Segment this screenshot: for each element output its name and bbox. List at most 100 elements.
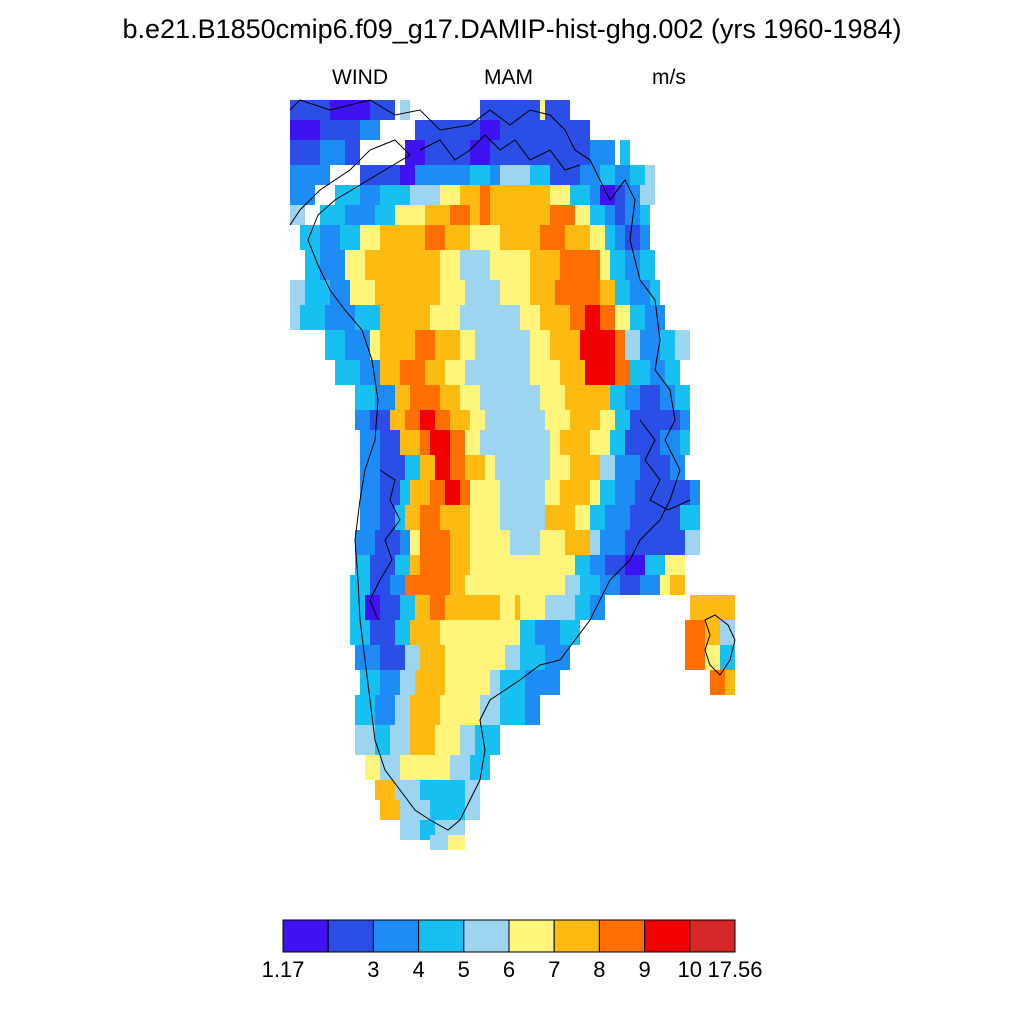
wind-cell-325 [355,645,380,670]
wind-cell-275 [555,555,575,575]
wind-cell-63 [470,205,480,225]
wind-cell-61 [425,205,450,225]
wind-cell-196 [430,430,450,455]
wind-cell-245 [470,505,500,530]
wind-cell-239 [360,505,380,530]
colorbar-label-4: 6 [502,957,516,982]
wind-cell-48 [490,185,550,205]
wind-cell-352 [500,695,525,725]
wind-cell-133 [370,330,380,360]
wind-cell-97 [560,250,600,280]
wind-cell-321 [560,620,580,645]
wind-cell-31 [490,165,500,185]
wind-cell-301 [415,595,430,620]
wind-cell-306 [520,595,545,620]
wind-cell-71 [625,205,640,225]
wind-cell-195 [420,430,430,455]
wind-cell-174 [660,385,675,410]
wind-cell-120 [380,305,430,330]
wind-cell-307 [545,595,575,620]
wind-cell-273 [470,555,500,575]
wind-cell-343 [525,670,560,695]
wind-cell-302 [430,595,445,620]
wind-cell-23 [590,140,615,165]
wind-cell-112 [600,280,615,305]
wind-cell-232 [560,480,590,505]
wind-cell-153 [445,360,465,385]
colorbar-box-0 [282,919,329,953]
wind-cell-159 [630,360,650,385]
wind-cell-243 [420,505,440,530]
wind-cell-231 [545,480,560,505]
coastline-iceland [704,614,736,676]
wind-cell-171 [610,385,625,410]
wind-cell-238 [690,480,700,505]
wind-cell-253 [355,530,375,555]
wind-cell-126 [585,305,600,330]
wind-cell-382 [448,835,465,850]
wind-cell-199 [480,430,550,455]
wind-cell-198 [465,430,480,455]
wind-cell-74 [320,225,340,250]
wind-cell-221 [670,455,685,480]
wind-cell-326 [380,645,405,670]
wind-cell-257 [420,530,450,555]
wind-cell-289 [510,575,565,595]
wind-cell-179 [405,410,420,430]
wind-cell-274 [500,555,555,575]
wind-cell-370 [435,780,465,800]
wind-cell-134 [380,330,415,360]
wind-cell-2 [370,100,395,120]
wind-cell-329 [445,645,505,670]
wind-cell-21 [470,140,490,165]
wind-cell-1 [330,100,370,120]
wind-cell-99 [610,250,625,280]
wind-cell-86 [615,225,625,250]
wind-cell-260 [510,530,540,555]
wind-cell-225 [410,480,430,505]
wind-cell-69 [605,205,615,225]
wind-cell-230 [500,480,545,505]
wind-cell-118 [325,305,355,330]
wind-cell-27 [360,165,400,185]
wind-cell-276 [575,555,590,575]
colorbar-label-1: 3 [367,957,380,982]
wind-cell-113 [615,280,630,305]
wind-cell-259 [470,530,510,555]
center-string: MAM [484,66,533,89]
wind-cell-214 [485,455,495,480]
wind-cell-67 [575,205,590,225]
wind-cell-271 [420,555,450,575]
wind-cell-297 [350,595,365,620]
wind-cell-19 [405,140,425,165]
wind-cell-335 [720,645,735,670]
wind-cell-280 [645,555,665,575]
wind-cell-358 [435,725,460,755]
wind-cell-10 [360,120,380,140]
wind-cell-309 [590,595,605,620]
colorbar-label-0: 1.17 [261,957,305,982]
wind-cell-314 [395,620,410,645]
colorbar-box-3 [418,919,465,953]
wind-cell-262 [565,530,590,555]
wind-cell-57 [320,205,345,225]
wind-cell-296 [670,575,685,595]
wind-cell-281 [665,555,685,575]
wind-cell-313 [370,620,395,645]
wind-cell-187 [600,410,615,430]
wind-cell-26 [310,165,330,185]
wind-cell-167 [460,385,480,410]
wind-cell-104 [330,280,350,305]
colorbar-label-3: 5 [457,957,470,982]
wind-cell-319 [520,620,535,645]
wind-cell-241 [395,505,405,530]
wind-cell-290 [565,575,580,595]
coastline-north [419,134,581,171]
colorbar-box-5 [508,919,555,953]
wind-cell-377 [400,820,420,840]
wind-cell-194 [400,430,420,455]
wind-cell-251 [630,505,680,530]
wind-cell-336 [360,670,380,695]
wind-cell-207 [360,455,380,480]
